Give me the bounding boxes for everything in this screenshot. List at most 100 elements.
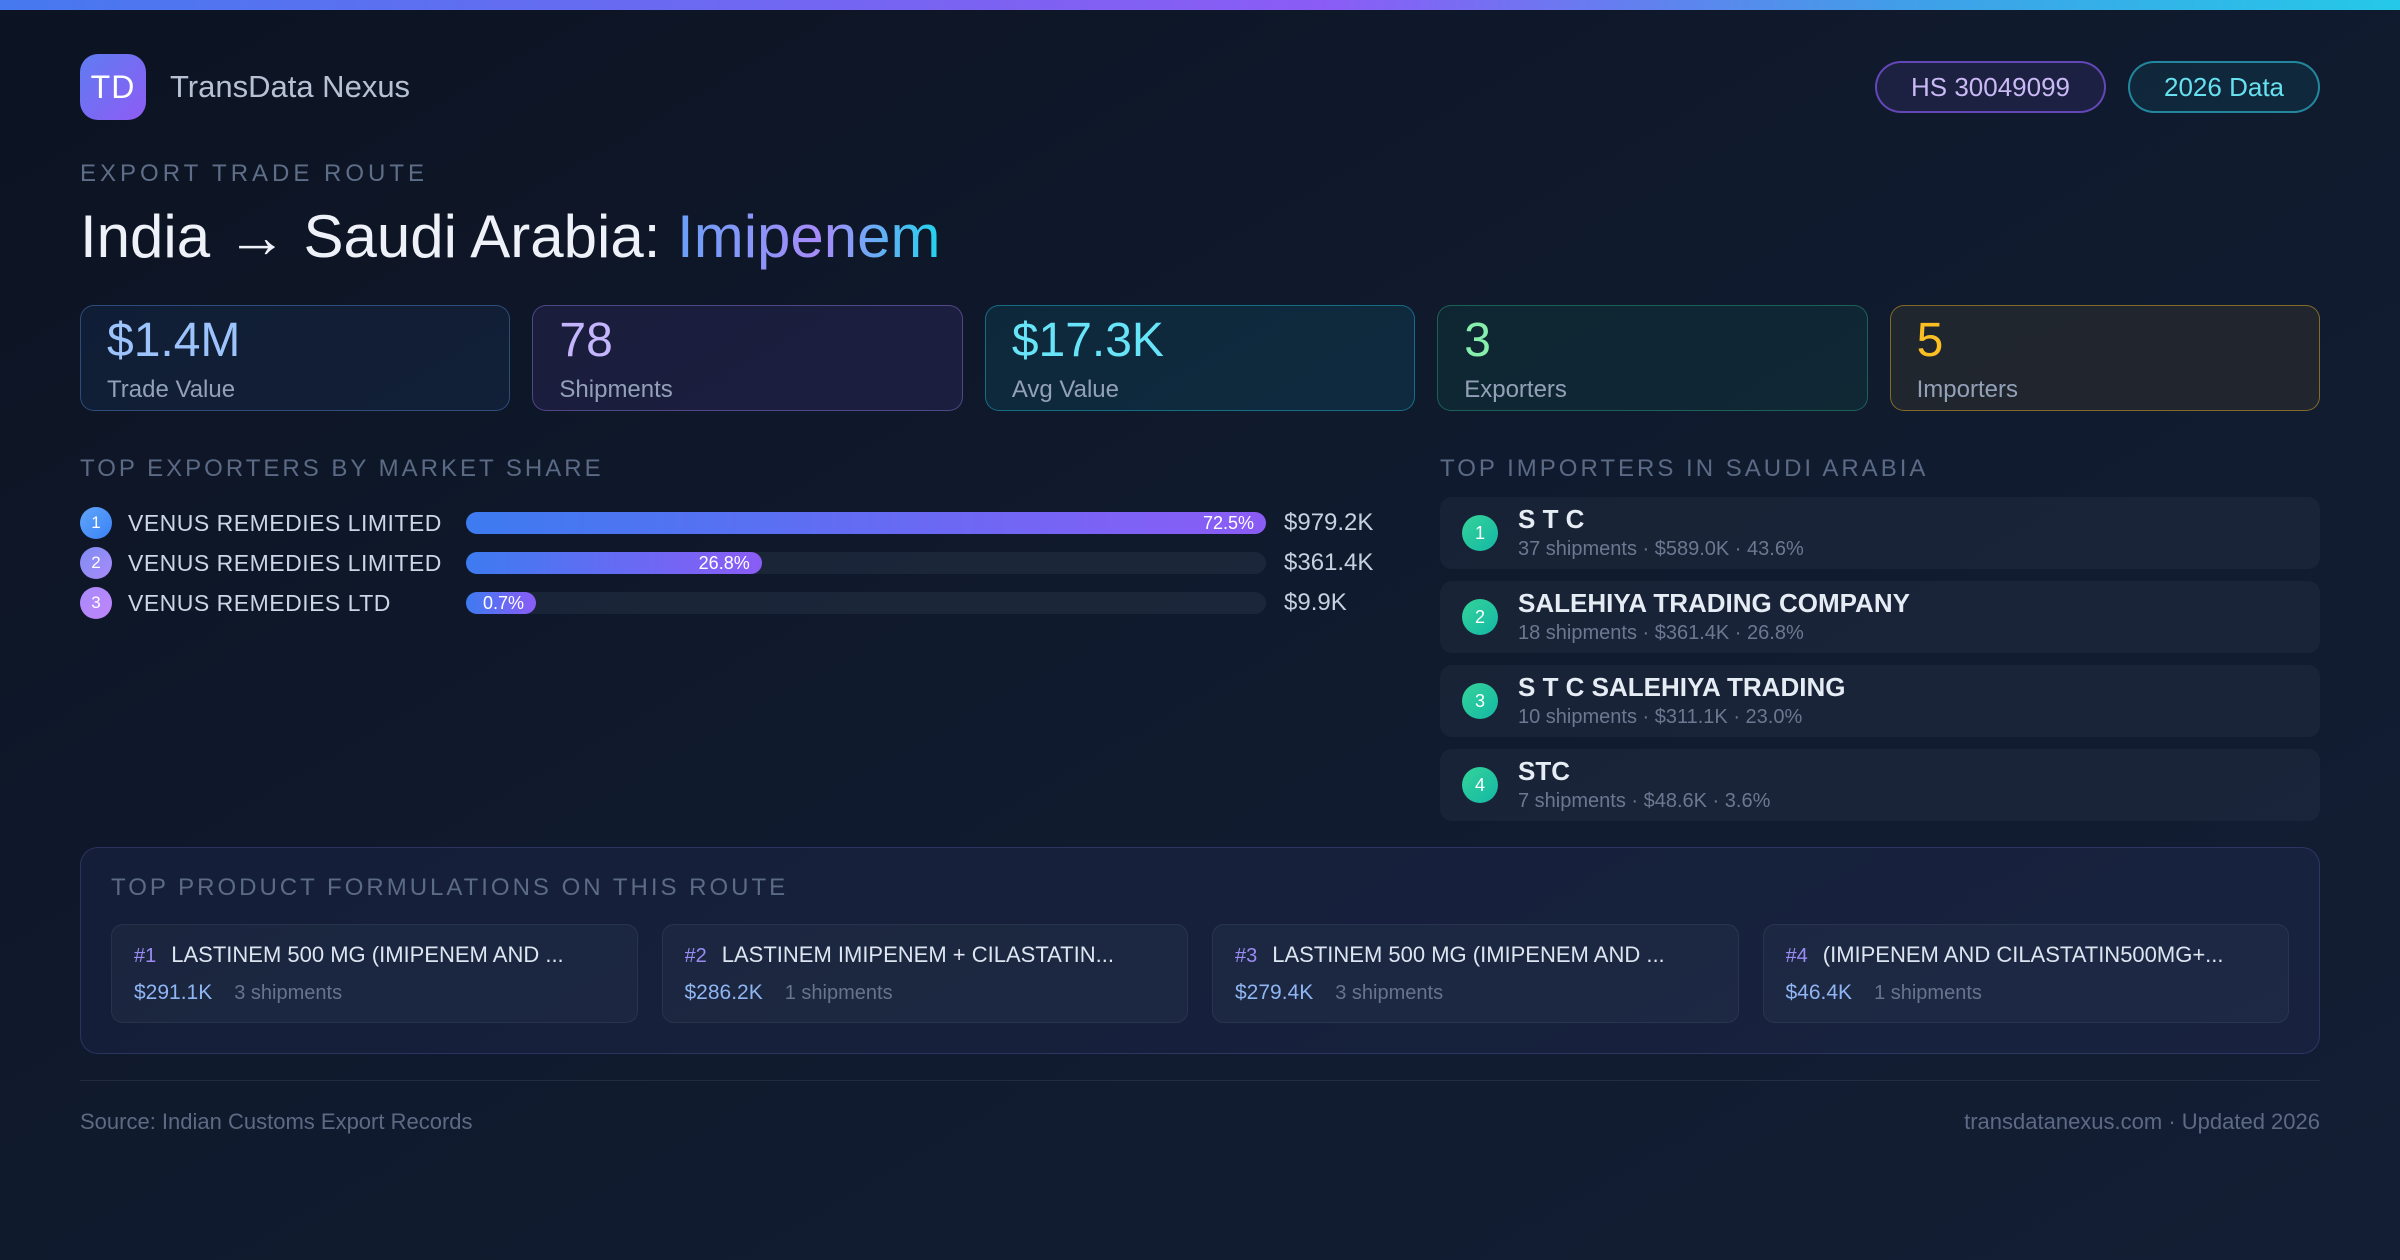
stat-value: $17.3K (1011, 313, 1164, 367)
market-share-bar-fill: 0.7% (466, 592, 536, 614)
rank-badge: 2 (1462, 599, 1498, 635)
market-share-bar-track: 72.5% (466, 512, 1266, 534)
formulation-rank: #1 (134, 945, 157, 967)
exporter-name: VENUS REMEDIES LTD (128, 589, 391, 616)
stat-label: Exporters (1464, 375, 1567, 403)
formulation-shipments: 3 shipments (1335, 982, 1444, 1004)
market-share-bar-track: 0.7% (466, 592, 1266, 614)
exporters-heading: TOP EXPORTERS BY MARKET SHARE (80, 455, 604, 482)
rank-badge: 4 (1462, 767, 1498, 803)
rank-badge: 2 (80, 547, 112, 579)
importers-heading: TOP IMPORTERS IN SAUDI ARABIA (1440, 455, 1929, 482)
exporter-value: $979.2K (1284, 509, 1374, 536)
eyebrow-label: EXPORT TRADE ROUTE (80, 160, 429, 187)
rank-badge: 3 (80, 587, 112, 619)
exporter-value: $361.4K (1284, 549, 1374, 576)
rank-badge: 1 (80, 507, 112, 539)
stat-value: 3 (1464, 313, 1491, 367)
formulation-name: (IMIPENEM AND CILASTATIN500MG+... (1822, 942, 2224, 967)
footer: Source: Indian Customs Export Records tr… (80, 1080, 2320, 1135)
formulation-shipments: 1 shipments (1874, 982, 1982, 1004)
data-year-badge[interactable]: 2026 Data (2128, 61, 2320, 113)
exporter-row: 3 VENUS REMEDIES LTD 0.7% $9.9K (80, 583, 1400, 623)
formulation-name: LASTINEM IMIPENEM + CILASTATIN... (721, 942, 1114, 967)
formulation-rank: #2 (684, 945, 707, 967)
importer-list-item: 4 STC 7 shipments · $48.6K · 3.6% (1440, 749, 2320, 821)
importer-meta: 37 shipments · $589.0K · 43.6% (1518, 538, 1804, 561)
footer-site-link[interactable]: transdatanexus.com · Updated 2026 (1964, 1109, 2320, 1134)
logo-text: TD (90, 68, 136, 105)
stat-label: Trade Value (107, 375, 236, 403)
stat-label: Avg Value (1011, 375, 1120, 403)
importer-list-item: 3 S T C SALEHIYA TRADING 10 shipments · … (1440, 665, 2320, 737)
title-product: Imipenem (677, 203, 941, 270)
formulation-value: $46.4K (1785, 981, 1853, 1004)
importer-meta: 18 shipments · $361.4K · 26.8% (1518, 622, 1804, 645)
stat-cards: $1.4M Trade Value 78 Shipments $17.3K Av… (80, 305, 2321, 411)
rank-badge: 1 (1462, 515, 1498, 551)
formulation-cards: #1 LASTINEM 500 MG (IMIPENEM AND ... $29… (111, 924, 2289, 1023)
importer-info: S T C SALEHIYA TRADING 10 shipments · $3… (1518, 671, 1846, 730)
share-percent-label: 26.8% (698, 552, 750, 573)
logo-mark: TD (80, 54, 146, 120)
formulations-heading: TOP PRODUCT FORMULATIONS ON THIS ROUTE (111, 874, 789, 901)
formulation-card: #1 LASTINEM 500 MG (IMIPENEM AND ... $29… (111, 924, 638, 1023)
importer-meta: 7 shipments · $48.6K · 3.6% (1518, 790, 1771, 813)
accent-gradient-strip (0, 0, 2400, 10)
exporter-name: VENUS REMEDIES LIMITED (128, 549, 442, 576)
stat-card-exporters: 3 Exporters (1437, 305, 1868, 411)
exporters-bar-chart: 1 VENUS REMEDIES LIMITED 72.5% $979.2K 2… (80, 503, 1400, 623)
share-percent-label: 0.7% (482, 592, 524, 613)
importer-name: STC (1518, 755, 1570, 786)
importer-info: STC 7 shipments · $48.6K · 3.6% (1518, 755, 1771, 814)
importer-name: S T C (1518, 503, 1585, 534)
stat-label: Shipments (559, 375, 673, 403)
importer-name: SALEHIYA TRADING COMPANY (1518, 587, 1910, 618)
stat-card-importers: 5 Importers (1889, 305, 2321, 411)
formulation-shipments: 3 shipments (234, 982, 343, 1004)
exporter-value: $9.9K (1284, 589, 1347, 616)
hs-code-badge[interactable]: HS 30049099 (1874, 61, 2107, 113)
importer-info: S T C 37 shipments · $589.0K · 43.6% (1518, 503, 1804, 562)
header: TD TransData Nexus HS 30049099 2026 Data (80, 54, 2320, 120)
brand: TD TransData Nexus (80, 54, 410, 120)
stat-label: Importers (1916, 375, 2018, 403)
importer-list-item: 2 SALEHIYA TRADING COMPANY 18 shipments … (1440, 581, 2320, 653)
importers-section: TOP IMPORTERS IN SAUDI ARABIA 1 S T C 37… (1440, 455, 2320, 821)
stat-value: 78 (559, 313, 613, 367)
market-share-bar-track: 26.8% (466, 552, 1266, 574)
formulation-value: $279.4K (1235, 981, 1314, 1004)
footer-source: Source: Indian Customs Export Records (80, 1109, 473, 1134)
main-columns: TOP EXPORTERS BY MARKET SHARE 1 VENUS RE… (80, 455, 2320, 821)
share-percent-label: 72.5% (1202, 512, 1254, 533)
exporter-row: 1 VENUS REMEDIES LIMITED 72.5% $979.2K (80, 503, 1400, 543)
formulation-rank: #4 (1785, 945, 1808, 967)
page-content: TD TransData Nexus HS 30049099 2026 Data… (0, 54, 2400, 1135)
formulation-shipments: 1 shipments (784, 982, 893, 1004)
stat-value: $1.4M (107, 313, 241, 367)
exporters-section: TOP EXPORTERS BY MARKET SHARE 1 VENUS RE… (80, 455, 1400, 623)
stat-value: 5 (1916, 313, 1944, 367)
formulation-rank: #3 (1235, 945, 1258, 967)
formulation-card: #4 (IMIPENEM AND CILASTATIN500MG+... $46… (1762, 924, 2289, 1023)
importer-name: S T C SALEHIYA TRADING (1518, 671, 1846, 702)
formulation-value: $286.2K (684, 981, 763, 1004)
exporter-name: VENUS REMEDIES LIMITED (128, 509, 442, 536)
formulations-panel: TOP PRODUCT FORMULATIONS ON THIS ROUTE #… (80, 847, 2320, 1054)
page-title: India → Saudi Arabia: Imipenem (80, 202, 2320, 271)
formulation-value: $291.1K (134, 981, 213, 1004)
stat-card-trade-value: $1.4M Trade Value (80, 305, 511, 411)
header-badges: HS 30049099 2026 Data (1874, 61, 2320, 113)
market-share-bar-fill: 72.5% (466, 512, 1266, 534)
formulation-name: LASTINEM 500 MG (IMIPENEM AND ... (171, 942, 564, 967)
importers-list: 1 S T C 37 shipments · $589.0K · 43.6% 2… (1440, 497, 2320, 821)
stat-card-avg-value: $17.3K Avg Value (984, 305, 1416, 411)
formulation-name: LASTINEM 500 MG (IMIPENEM AND ... (1272, 942, 1665, 967)
exporter-row: 2 VENUS REMEDIES LIMITED 26.8% $361.4K (80, 543, 1400, 583)
formulation-card: #3 LASTINEM 500 MG (IMIPENEM AND ... $27… (1212, 924, 1739, 1023)
market-share-bar-fill: 26.8% (466, 552, 762, 574)
formulation-card: #2 LASTINEM IMIPENEM + CILASTATIN... $28… (661, 924, 1188, 1023)
stat-card-shipments: 78 Shipments (532, 305, 963, 411)
brand-name: TransData Nexus (170, 69, 411, 104)
title-route: India → Saudi Arabia: (80, 203, 661, 270)
